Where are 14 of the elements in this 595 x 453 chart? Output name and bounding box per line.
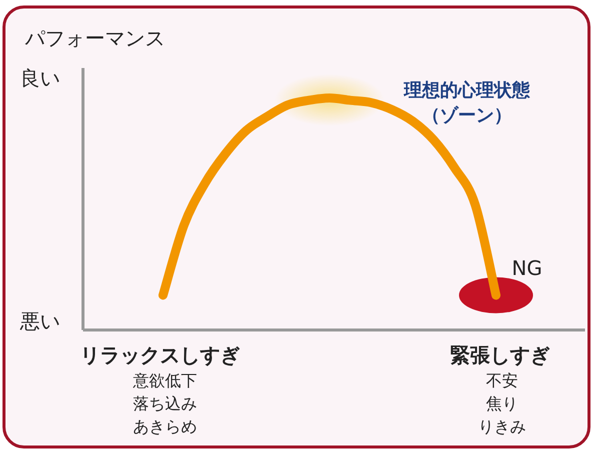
text: 落ち込み xyxy=(133,394,197,413)
annotation: 理想的心理状態 xyxy=(403,80,531,101)
text: NG xyxy=(512,256,542,280)
text: 焦り xyxy=(486,394,518,413)
text: 緊張しすぎ xyxy=(450,343,550,367)
chart-title: パフォーマンス xyxy=(24,26,165,50)
text: りきみ xyxy=(478,417,526,436)
annotation: （ゾーン） xyxy=(422,105,512,126)
text: 不安 xyxy=(486,371,518,390)
text: リラックスしすぎ xyxy=(80,343,240,367)
text: あきらめ xyxy=(133,417,197,436)
text: 良い xyxy=(20,66,60,90)
text: 意欲低下 xyxy=(132,371,197,390)
text: 悪い xyxy=(19,309,60,333)
